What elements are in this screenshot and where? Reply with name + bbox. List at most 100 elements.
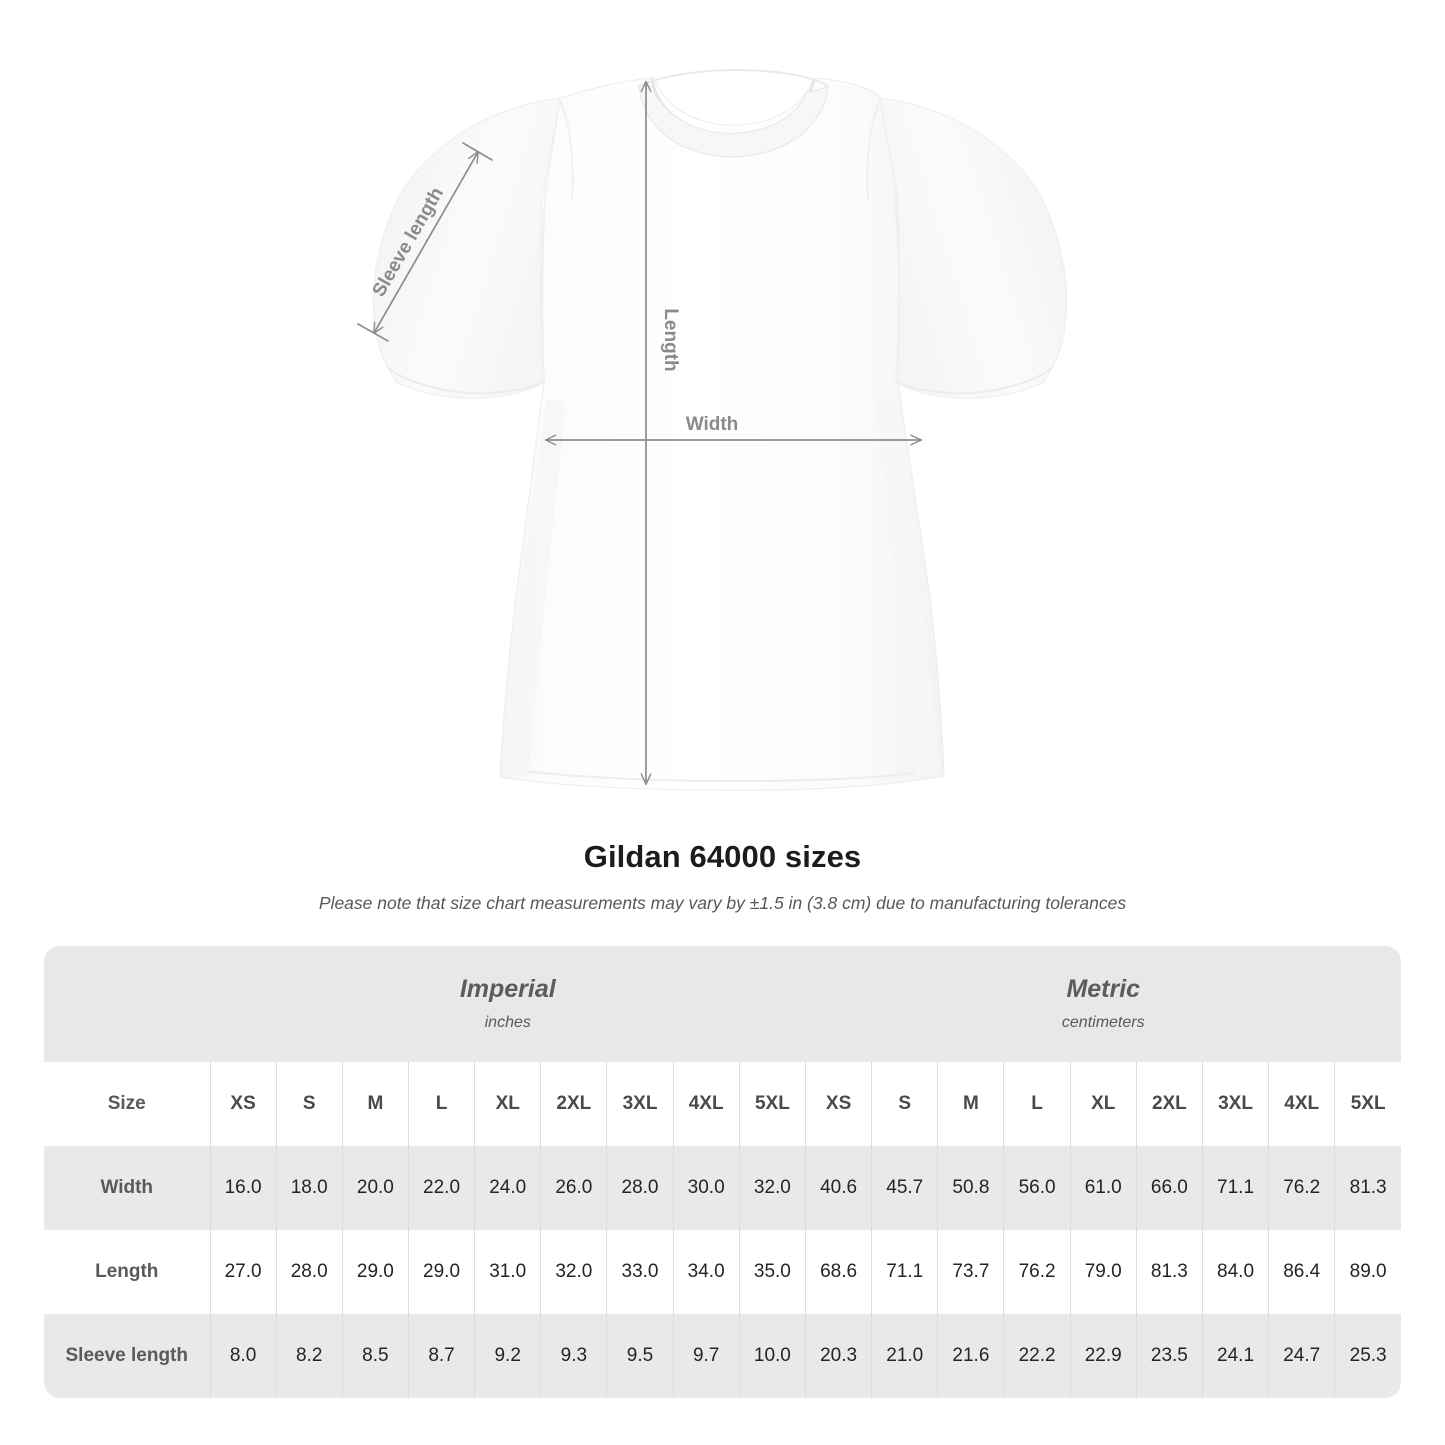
cell-sleeve-metric-l: 22.2 bbox=[1003, 1314, 1071, 1398]
size-header-metric-l: L bbox=[1003, 1062, 1071, 1146]
size-header-imperial-xs: XS bbox=[210, 1062, 277, 1146]
size-header-imperial-2xl: 2XL bbox=[540, 1062, 608, 1146]
size-header-metric-5xl: 5XL bbox=[1334, 1062, 1401, 1146]
cell-sleeve-imperial-m: 8.5 bbox=[342, 1314, 409, 1398]
table-row: Sleeve length 8.0 8.2 8.5 8.7 9.2 9.3 9.… bbox=[44, 1314, 1401, 1398]
cell-width-imperial-5xl: 32.0 bbox=[739, 1146, 807, 1230]
cell-length-imperial-xs: 27.0 bbox=[210, 1230, 277, 1314]
table-row: Width 16.0 18.0 20.0 22.0 24.0 26.0 28.0… bbox=[44, 1146, 1401, 1230]
unit-group-header-row: Imperial inches Metric centimeters bbox=[44, 946, 1401, 1062]
cell-sleeve-imperial-s: 8.2 bbox=[276, 1314, 343, 1398]
length-label: Length bbox=[660, 308, 681, 371]
cell-length-imperial-3xl: 33.0 bbox=[606, 1230, 674, 1314]
cell-sleeve-metric-2xl: 23.5 bbox=[1136, 1314, 1203, 1398]
size-header-label: Size bbox=[44, 1062, 211, 1146]
page-title: Gildan 64000 sizes bbox=[583, 839, 862, 874]
cell-length-metric-l: 76.2 bbox=[1003, 1230, 1071, 1314]
cell-sleeve-metric-xl: 22.9 bbox=[1070, 1314, 1137, 1398]
cell-length-metric-2xl: 81.3 bbox=[1136, 1230, 1203, 1314]
cell-length-metric-4xl: 86.4 bbox=[1268, 1230, 1336, 1314]
size-header-imperial-m: M bbox=[342, 1062, 409, 1146]
row-label-width: Width bbox=[44, 1146, 211, 1230]
size-header-row: Size XS S M L XL 2XL 3XL 4XL 5XL XS S M … bbox=[44, 1062, 1401, 1146]
cell-sleeve-metric-m: 21.6 bbox=[937, 1314, 1005, 1398]
size-header-metric-4xl: 4XL bbox=[1268, 1062, 1336, 1146]
size-header-metric-xs: XS bbox=[805, 1062, 873, 1146]
unit-group-imperial-sub: inches bbox=[484, 1014, 531, 1032]
size-header-imperial-5xl: 5XL bbox=[739, 1062, 807, 1146]
tshirt-left-side-shade bbox=[503, 400, 566, 776]
cell-width-metric-xl: 61.0 bbox=[1070, 1146, 1137, 1230]
cell-sleeve-imperial-4xl: 9.7 bbox=[673, 1314, 740, 1398]
unit-group-metric-name: Metric bbox=[1066, 975, 1141, 1004]
tshirt-left-sleeve-hem bbox=[385, 365, 546, 395]
cell-length-imperial-xl: 31.0 bbox=[474, 1230, 542, 1314]
size-header-metric-2xl: 2XL bbox=[1136, 1062, 1203, 1146]
cell-sleeve-metric-5xl: 25.3 bbox=[1334, 1314, 1401, 1398]
tshirt-collar-top bbox=[639, 68, 829, 87]
measurement-annotations bbox=[357, 82, 921, 784]
cell-width-metric-s: 45.7 bbox=[871, 1146, 939, 1230]
sleeve-tick-top bbox=[462, 142, 493, 161]
table-row: Length 27.0 28.0 29.0 29.0 31.0 32.0 33.… bbox=[44, 1230, 1401, 1314]
cell-width-metric-m: 50.8 bbox=[937, 1146, 1005, 1230]
size-header-imperial-xl: XL bbox=[474, 1062, 542, 1146]
cell-width-imperial-2xl: 26.0 bbox=[540, 1146, 608, 1230]
cell-length-imperial-2xl: 32.0 bbox=[540, 1230, 608, 1314]
cell-width-imperial-xl: 24.0 bbox=[474, 1146, 542, 1230]
tshirt-neck-hole bbox=[638, 85, 829, 158]
size-header-metric-3xl: 3XL bbox=[1202, 1062, 1270, 1146]
cell-sleeve-metric-s: 21.0 bbox=[871, 1314, 939, 1398]
cell-sleeve-metric-3xl: 24.1 bbox=[1202, 1314, 1270, 1398]
tshirt-left-shoulder-seam bbox=[559, 99, 574, 201]
cell-sleeve-metric-4xl: 24.7 bbox=[1268, 1314, 1336, 1398]
tshirt-right-sleeve-hem bbox=[894, 365, 1055, 395]
cell-length-imperial-l: 29.0 bbox=[408, 1230, 476, 1314]
tshirt-measurement-diagram: Sleeve length Length Width bbox=[357, 68, 1068, 791]
row-label-sleeve-length: Sleeve length bbox=[44, 1314, 211, 1398]
cell-width-imperial-m: 20.0 bbox=[342, 1146, 409, 1230]
size-table: Imperial inches Metric centimeters Size … bbox=[44, 946, 1401, 1398]
cell-width-metric-xs: 40.6 bbox=[805, 1146, 873, 1230]
tshirt-left-armhole bbox=[540, 189, 547, 383]
unit-group-metric-sub: centimeters bbox=[1061, 1014, 1145, 1032]
cell-sleeve-imperial-l: 8.7 bbox=[408, 1314, 476, 1398]
cell-sleeve-imperial-xl: 9.2 bbox=[474, 1314, 542, 1398]
tolerance-note: Please note that size chart measurements… bbox=[318, 893, 1127, 914]
tshirt-right-armhole bbox=[893, 189, 900, 383]
tshirt-right-sleeve bbox=[879, 97, 1068, 399]
sleeve-tick-bottom bbox=[357, 323, 389, 342]
cell-width-metric-l: 56.0 bbox=[1003, 1146, 1071, 1230]
size-header-imperial-l: L bbox=[408, 1062, 476, 1146]
cell-length-imperial-m: 29.0 bbox=[342, 1230, 409, 1314]
unit-group-imperial-name: Imperial bbox=[459, 975, 556, 1004]
size-header-imperial-s: S bbox=[276, 1062, 343, 1146]
size-header-metric-m: M bbox=[937, 1062, 1005, 1146]
tshirt-right-shoulder-seam bbox=[866, 99, 881, 201]
cell-width-metric-5xl: 81.3 bbox=[1334, 1146, 1401, 1230]
cell-length-metric-xl: 79.0 bbox=[1070, 1230, 1137, 1314]
cell-sleeve-metric-xs: 20.3 bbox=[805, 1314, 873, 1398]
cell-sleeve-imperial-xs: 8.0 bbox=[210, 1314, 277, 1398]
size-header-imperial-3xl: 3XL bbox=[606, 1062, 674, 1146]
cell-length-metric-3xl: 84.0 bbox=[1202, 1230, 1270, 1314]
row-label-length: Length bbox=[44, 1230, 211, 1314]
width-label: Width bbox=[686, 414, 739, 435]
title-block: Gildan 64000 sizes Please note that size… bbox=[0, 838, 1445, 914]
tshirt-hem bbox=[500, 767, 944, 783]
cell-sleeve-imperial-2xl: 9.3 bbox=[540, 1314, 608, 1398]
sleeve-length-arrow bbox=[374, 152, 478, 333]
size-chart-table: Imperial inches Metric centimeters Size … bbox=[44, 946, 1401, 1398]
cell-length-metric-xs: 68.6 bbox=[805, 1230, 873, 1314]
size-header-metric-s: S bbox=[871, 1062, 939, 1146]
size-header-imperial-4xl: 4XL bbox=[673, 1062, 740, 1146]
cell-length-imperial-5xl: 35.0 bbox=[739, 1230, 807, 1314]
cell-length-imperial-4xl: 34.0 bbox=[673, 1230, 740, 1314]
cell-length-metric-s: 71.1 bbox=[871, 1230, 939, 1314]
cell-sleeve-imperial-5xl: 10.0 bbox=[739, 1314, 807, 1398]
cell-width-imperial-4xl: 30.0 bbox=[673, 1146, 740, 1230]
cell-width-metric-4xl: 76.2 bbox=[1268, 1146, 1336, 1230]
cell-width-imperial-xs: 16.0 bbox=[210, 1146, 277, 1230]
cell-width-imperial-3xl: 28.0 bbox=[606, 1146, 674, 1230]
cell-width-metric-3xl: 71.1 bbox=[1202, 1146, 1270, 1230]
